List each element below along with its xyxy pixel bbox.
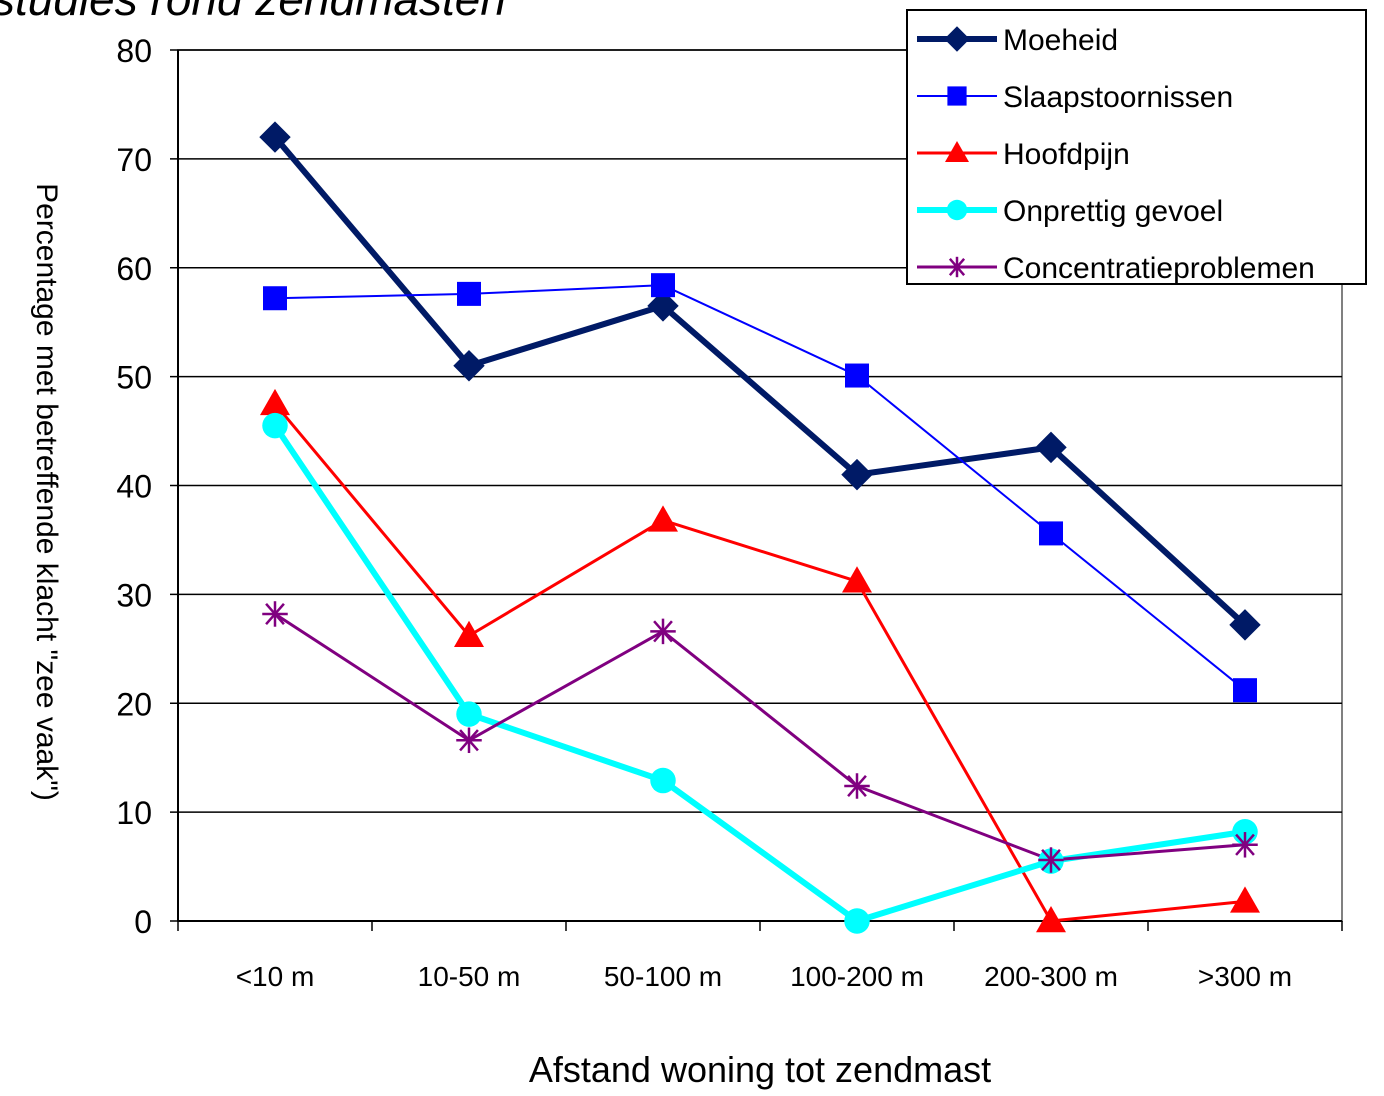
data-point-1-1	[457, 281, 481, 306]
series-line-0	[272, 135, 1248, 628]
y-axis-label: Percentage met betreffende klacht "zee v…	[30, 183, 63, 801]
y-tick-label: 80	[116, 33, 152, 69]
data-point-2-5	[1230, 886, 1260, 913]
axes	[170, 49, 1343, 931]
page-title: studies rond zendmasten	[0, 0, 506, 26]
data-point-3-2	[650, 767, 676, 794]
y-tick-label: 10	[116, 795, 152, 831]
data-point-0-1	[453, 350, 485, 382]
data-point-0-3	[841, 458, 873, 491]
y-tick-label: 60	[116, 251, 152, 287]
y-tick-label: 0	[134, 904, 152, 940]
legend-marker	[946, 199, 968, 221]
series-line-1	[274, 284, 1246, 691]
y-tick-label: 50	[116, 360, 152, 396]
data-point-4-2	[650, 618, 676, 645]
legend-item: Concentratieproblemen	[917, 252, 1315, 285]
x-tick-labels: <10 m 10-50 m 50-100 m 100-200 m 200-300 m >3…	[236, 961, 1292, 992]
series-lines	[272, 135, 1248, 924]
data-point-4-4	[1038, 847, 1064, 873]
data-point-4-0	[262, 601, 288, 627]
data-point-4-1	[456, 727, 482, 754]
x-tick-label: 100-200 m	[790, 961, 924, 992]
legend-label: Hoofdpijn	[1003, 138, 1130, 171]
legend-marker	[947, 86, 967, 106]
legend-label: Slaapstoornissen	[1003, 81, 1233, 114]
series-line-2	[273, 402, 1246, 923]
data-point-0-2	[647, 290, 679, 322]
y-tick-label: 20	[116, 686, 152, 722]
y-tick-label: 30	[116, 577, 152, 613]
data-point-1-3	[845, 363, 869, 388]
data-point-1-4	[1039, 521, 1063, 546]
data-point-1-0	[263, 286, 287, 311]
legend-box	[906, 9, 1367, 285]
legend-label: Moeheid	[1003, 24, 1118, 57]
y-tick-label: 70	[116, 142, 152, 178]
data-point-0-0	[259, 121, 291, 153]
data-point-2-4	[1036, 906, 1066, 933]
x-axis-label: Afstand woning tot zendmast	[529, 1049, 991, 1090]
data-point-0-4	[1035, 431, 1067, 464]
data-point-3-0	[262, 412, 288, 439]
data-point-1-5	[1233, 678, 1257, 703]
legend-item: Onprettig gevoel	[917, 195, 1223, 228]
data-point-3-3	[844, 908, 870, 934]
y-tick-label: 40	[116, 469, 152, 505]
legend-item: Hoofdpijn	[917, 138, 1130, 171]
data-point-4-5	[1232, 832, 1258, 858]
x-tick-label: <10 m	[236, 961, 315, 992]
series-markers	[259, 121, 1261, 934]
data-point-2-3	[842, 566, 872, 593]
legend-label: Onprettig gevoel	[1003, 195, 1223, 228]
y-tick-labels: 0 10 20 30 40 50 60 70 80	[116, 33, 152, 940]
data-point-2-1	[454, 620, 484, 647]
x-tick-label: 200-300 m	[984, 961, 1118, 992]
data-point-2-2	[648, 505, 678, 532]
legend-item: Slaapstoornissen	[917, 81, 1233, 114]
x-tick-label: >300 m	[1198, 961, 1292, 992]
legend-label: Concentratieproblemen	[1003, 252, 1315, 285]
legend-marker	[944, 26, 970, 52]
data-point-3-1	[456, 701, 482, 727]
data-point-2-0	[260, 388, 290, 416]
legend-marker	[946, 256, 968, 278]
x-tick-label: 10-50 m	[418, 961, 521, 992]
legend: Moeheid Slaapstoornissen Hoofdpijn Onpretti…	[906, 9, 1367, 285]
x-tick-label: 50-100 m	[604, 961, 722, 992]
legend-item: Moeheid	[917, 24, 1118, 57]
data-point-0-5	[1229, 609, 1261, 641]
data-point-4-3	[844, 773, 870, 799]
legend-marker	[945, 141, 969, 162]
data-point-1-2	[651, 273, 675, 298]
series-line-4	[274, 612, 1246, 862]
